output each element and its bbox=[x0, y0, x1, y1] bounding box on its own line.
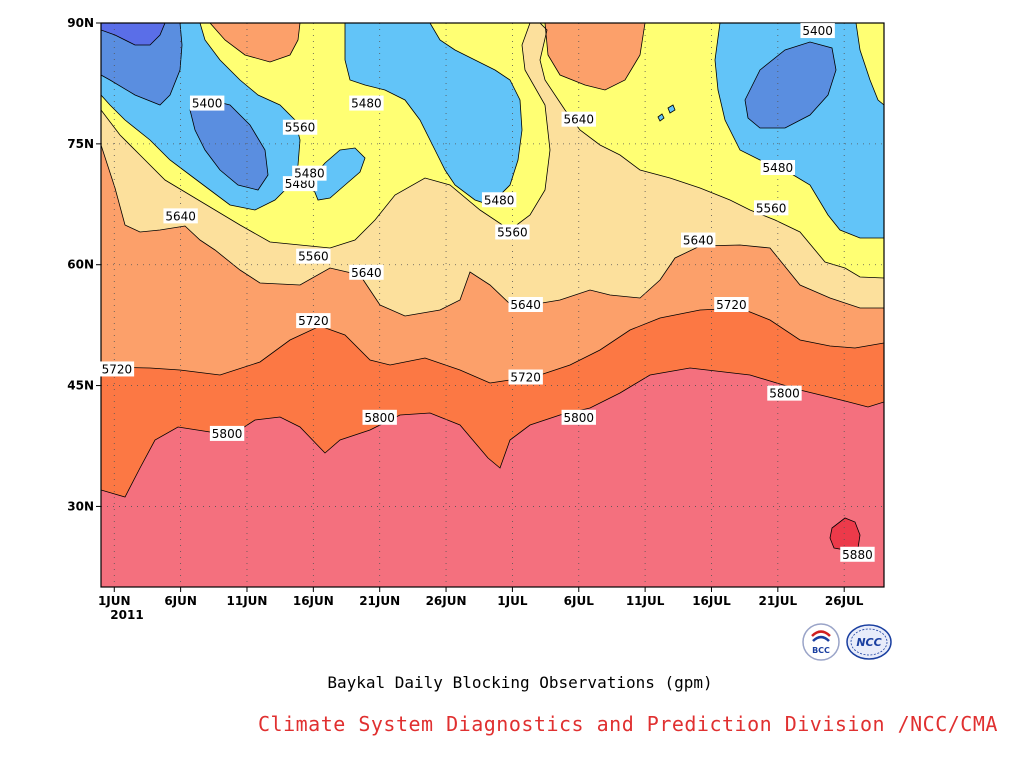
contour-label-background bbox=[296, 248, 331, 264]
y-axis: 30N 45N 60N 75N 90N bbox=[67, 16, 101, 513]
contour-label-background bbox=[561, 111, 596, 127]
contour-label: 5640 bbox=[563, 113, 594, 127]
contour-label: 5720 bbox=[298, 314, 329, 328]
fill-level-5720-north bbox=[210, 23, 645, 90]
contour-label-background bbox=[296, 313, 331, 329]
y-tick-label: 75N bbox=[67, 137, 94, 151]
x-tick-label: 11JUN bbox=[227, 594, 268, 608]
contour-label-background bbox=[681, 232, 716, 248]
contour-label: 5640 bbox=[683, 234, 714, 248]
contour-label-background bbox=[753, 200, 789, 216]
x-tick-label: 26JUN bbox=[426, 594, 467, 608]
contour-label: 5560 bbox=[497, 225, 528, 239]
contour-small-blob-b bbox=[667, 104, 676, 114]
contour-label-background bbox=[209, 425, 245, 441]
bcc-logo: BCC bbox=[802, 623, 840, 661]
chart-caption: Baykal Daily Blocking Observations (gpm) bbox=[327, 673, 713, 692]
contour-label-background bbox=[714, 297, 749, 312]
fill-level-max bbox=[830, 518, 860, 550]
x-tick-label: 6JUL bbox=[564, 594, 595, 608]
x-tick-label: 16JUL bbox=[692, 594, 731, 608]
contour-label: 5480 bbox=[484, 193, 515, 207]
y-tick-label: 30N bbox=[67, 499, 94, 513]
contour-label-background bbox=[189, 95, 225, 111]
x-axis: 1JUN 6JUN 11JUN 16JUN 21JUN 26JUN 1JUL 6JUL 11JU… bbox=[98, 587, 864, 608]
ncc-logo: NCC bbox=[846, 624, 892, 660]
contour-label-background bbox=[163, 208, 198, 224]
contour-label: 5720 bbox=[102, 362, 133, 376]
contour-label: 5400 bbox=[802, 24, 833, 38]
x-axis-year-label: 2011 bbox=[110, 608, 143, 622]
x-tick-label: 1JUL bbox=[497, 594, 528, 608]
contour-label-background bbox=[99, 361, 135, 377]
contour-label-background bbox=[292, 165, 327, 181]
contour-5640-north-a bbox=[544, 23, 646, 91]
contour-5640 bbox=[101, 144, 884, 317]
contour-label: 5400 bbox=[192, 97, 223, 111]
fill-level-5320 bbox=[101, 23, 165, 45]
contour-label: 5640 bbox=[351, 266, 382, 280]
contour-label-background bbox=[767, 385, 802, 401]
contour-label-background bbox=[495, 224, 530, 240]
contour-5400-c bbox=[744, 41, 837, 129]
contour-label: 5720 bbox=[716, 298, 747, 312]
contour-label-background bbox=[508, 297, 543, 312]
x-tick-label: 21JUN bbox=[359, 594, 400, 608]
contour-label: 5800 bbox=[563, 411, 594, 425]
contour-5400-a bbox=[101, 23, 183, 106]
contour-label: 5880 bbox=[842, 548, 873, 562]
x-tick-label: 1JUN bbox=[98, 594, 131, 608]
credit-line: Climate System Diagnostics and Predictio… bbox=[258, 712, 998, 736]
contour-label: 5480 bbox=[763, 161, 794, 175]
contour-label-background bbox=[481, 192, 517, 208]
contour-label: 5640 bbox=[510, 298, 541, 312]
contour-lines bbox=[101, 23, 884, 551]
x-tick-label: 21JUL bbox=[759, 594, 798, 608]
contour-5640-north-b bbox=[209, 23, 301, 63]
contour-label-background bbox=[508, 369, 543, 385]
x-tick-label: 26JUL bbox=[825, 594, 864, 608]
contour-5320 bbox=[101, 23, 166, 46]
bcc-logo-text: BCC bbox=[812, 646, 830, 655]
contour-label: 5480 bbox=[351, 97, 382, 111]
x-tick-label: 16JUN bbox=[293, 594, 334, 608]
contour-label: 5560 bbox=[756, 201, 787, 215]
contour-label-background bbox=[561, 409, 596, 425]
contour-label-background bbox=[800, 23, 835, 39]
contour-5800 bbox=[101, 367, 884, 498]
ncc-logo-text: NCC bbox=[856, 636, 881, 649]
contour-label-background bbox=[349, 95, 384, 111]
y-tick-label: 45N bbox=[67, 379, 94, 393]
contour-5400-b bbox=[189, 99, 269, 191]
contour-5480-a bbox=[101, 23, 301, 211]
plot-frame bbox=[100, 22, 885, 588]
contour-label: 5800 bbox=[212, 427, 243, 441]
contour-label: 5560 bbox=[285, 121, 316, 135]
contour-label-background bbox=[760, 160, 796, 176]
contour-5480-d bbox=[309, 147, 366, 201]
contour-label: 5480 bbox=[294, 167, 325, 181]
x-tick-label: 6JUN bbox=[164, 594, 197, 608]
contour-label: 5720 bbox=[510, 371, 541, 385]
fill-level-5480 bbox=[101, 23, 884, 238]
contour-labels: 5720 5800 5800 5800 5800 5880 5720 5720 5720 5640… bbox=[99, 23, 875, 562]
contour-label: 5640 bbox=[165, 209, 196, 223]
contour-label-background bbox=[362, 409, 397, 425]
contour-5720 bbox=[101, 307, 884, 384]
contour-5560 bbox=[101, 23, 884, 279]
y-tick-label: 60N bbox=[67, 258, 94, 272]
contour-label: 5800 bbox=[364, 411, 395, 425]
fill-level-5400 bbox=[101, 23, 836, 190]
contour-label-background bbox=[840, 546, 875, 562]
contour-label: 5800 bbox=[769, 387, 800, 401]
x-tick-label: 11JUL bbox=[626, 594, 665, 608]
contour-small-blob-a bbox=[657, 113, 665, 122]
contour-label-background bbox=[349, 264, 384, 280]
contour-label: 5560 bbox=[298, 250, 329, 264]
y-tick-label: 90N bbox=[67, 16, 94, 30]
contour-label-background bbox=[282, 119, 318, 135]
